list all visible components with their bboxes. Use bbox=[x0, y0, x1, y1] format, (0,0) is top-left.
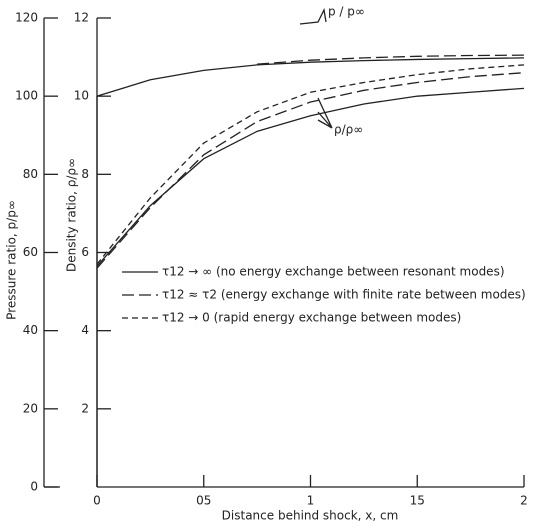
y2-tick-label: 40 bbox=[23, 323, 38, 337]
x-tick-label: 2 bbox=[520, 494, 528, 508]
x-axis-title: Distance behind shock, x, cm bbox=[222, 509, 399, 523]
y-tick-label: 6 bbox=[81, 245, 89, 259]
y2-tick-label: 100 bbox=[15, 89, 38, 103]
y2-tick-label: 60 bbox=[23, 245, 38, 259]
legend-label: τ12 → 0 (rapid energy exchange between m… bbox=[162, 311, 461, 325]
y-tick-label: 10 bbox=[74, 89, 89, 103]
density-line bbox=[96, 72, 525, 269]
y2-tick-label: 20 bbox=[23, 401, 38, 415]
density-line bbox=[96, 87, 525, 267]
y-tick-label: 4 bbox=[81, 323, 89, 337]
y-tick-label: 8 bbox=[81, 167, 89, 181]
legend-label: τ12 → ∞ (no energy exchange between reso… bbox=[162, 265, 505, 279]
y-tick-label: 2 bbox=[81, 401, 89, 415]
x-tick-label: 1 bbox=[307, 494, 315, 508]
legend-label: τ12 ≈ τ2 (energy exchange with finite ra… bbox=[162, 288, 526, 302]
pressure-line bbox=[96, 57, 525, 97]
x-tick-label: 05 bbox=[196, 494, 211, 508]
y-tick-label: 12 bbox=[74, 11, 89, 25]
y2-tick-label: 0 bbox=[30, 480, 38, 494]
x-tick-label: 0 bbox=[93, 494, 101, 508]
annotation: ρ/ρ∞ bbox=[334, 123, 363, 137]
y2-axis-title: Pressure ratio, p/p∞ bbox=[5, 200, 19, 320]
y2-tick-label: 120 bbox=[15, 11, 38, 25]
y2-tick-label: 80 bbox=[23, 167, 38, 181]
pressure-line bbox=[257, 54, 525, 65]
x-tick-label: 15 bbox=[410, 494, 425, 508]
density-line bbox=[96, 64, 525, 265]
leader-line bbox=[299, 7, 327, 25]
y-axis-title: Density ratio, ρ/ρ∞ bbox=[65, 158, 79, 272]
annotation: p / p∞ bbox=[328, 5, 365, 19]
